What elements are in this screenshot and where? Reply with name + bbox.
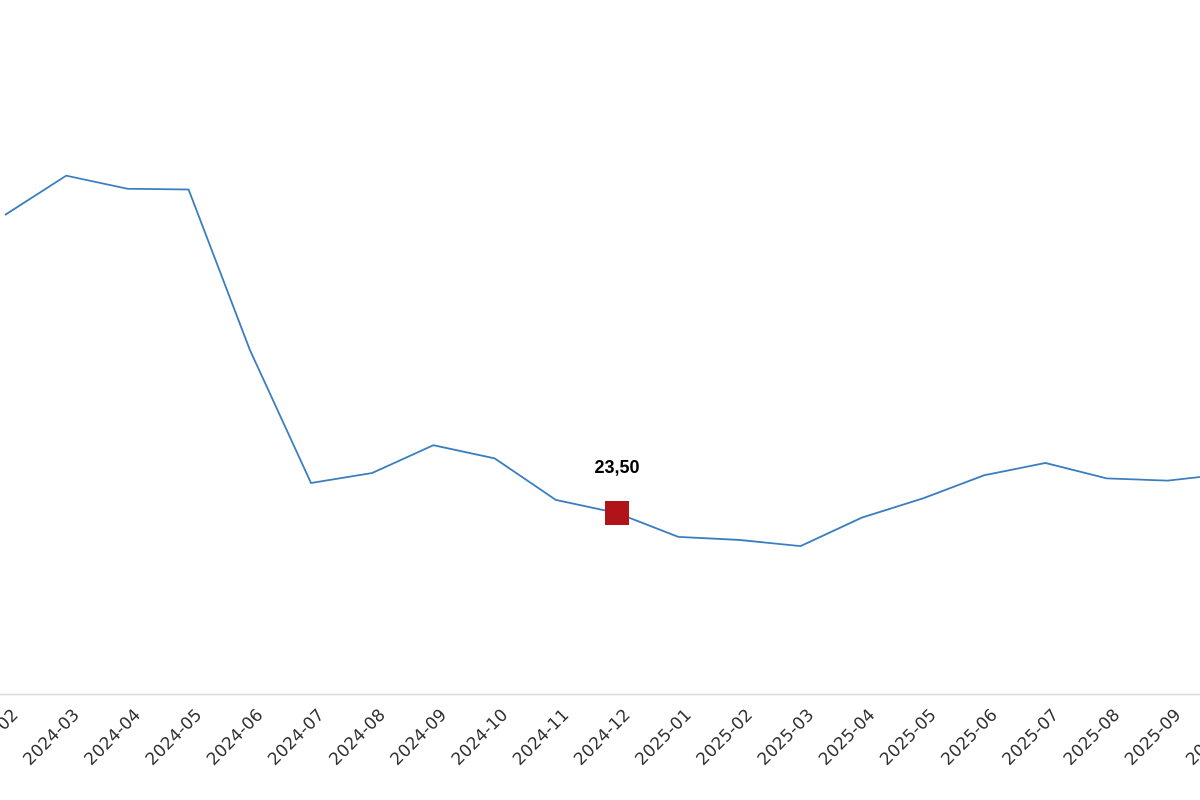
x-tick-label: 2024-06 [203,705,267,769]
x-tick-label: 2024-02 [0,705,23,769]
x-tick-label: 2025-01 [631,705,695,769]
data-line [4,174,1200,548]
x-tick-label: 2025-06 [937,705,1001,769]
x-tick-label: 2025-08 [1060,705,1124,769]
x-tick-label: 2024-12 [570,705,634,769]
x-tick-label: 2025-04 [815,705,879,769]
x-tick-label: 2024-05 [142,705,206,769]
x-tick-label: 2025-09 [1121,705,1185,769]
x-tick-label: 2024-08 [325,705,389,769]
x-tick-label: 2025-03 [754,705,818,769]
x-tick-label: 2025-10 [1182,705,1200,769]
value-label: 23,50 [594,457,639,477]
x-tick-label: 2024-07 [264,705,328,769]
highlight-marker [605,501,629,526]
x-tick-label: 2025-02 [693,705,757,769]
x-tick-label: 2025-07 [999,705,1063,769]
x-tick-label: 2024-03 [19,705,83,769]
x-tick-label: 2025-05 [876,705,940,769]
x-tick-label: 2024-11 [509,705,573,769]
x-tick-label: 2024-10 [448,705,512,769]
x-tick-label: 2024-04 [81,705,145,769]
x-tick-label: 2024-09 [387,705,451,769]
